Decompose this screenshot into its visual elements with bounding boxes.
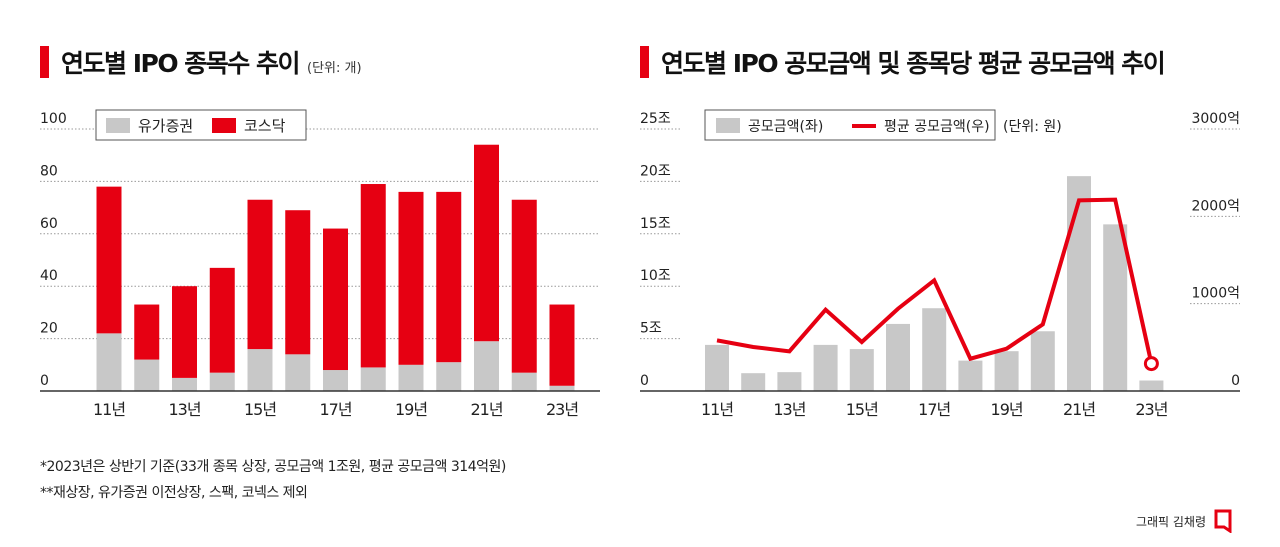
bar-유가증권-12년 — [134, 359, 160, 391]
left-chart-title: 연도별 IPO 종목수 추이 (단위: 개) — [40, 44, 362, 80]
bar-유가증권-23년 — [549, 385, 575, 391]
x-tick-label: 21년 — [470, 400, 502, 419]
bar-코스닥-13년 — [172, 286, 197, 378]
y-right-tick-label: 1000억 — [1191, 286, 1240, 302]
x-tick-label: 13년 — [168, 400, 200, 419]
right-chart-title: 연도별 IPO 공모금액 및 종목당 평균 공모금액 추이 — [640, 44, 1166, 80]
bar-18년 — [958, 360, 983, 391]
y-tick-label: 100 — [40, 111, 67, 127]
y-tick-label: 60 — [40, 216, 58, 232]
bar-14년 — [813, 344, 838, 391]
x-tick-label: 15년 — [244, 400, 276, 419]
title-accent — [40, 46, 49, 78]
x-tick-label: 19년 — [395, 400, 427, 419]
y-left-tick-label: 20조 — [640, 163, 671, 179]
bar-16년 — [886, 323, 910, 391]
bar-코스닥-15년 — [247, 199, 273, 350]
y-right-tick-label: 2000억 — [1191, 198, 1240, 214]
bar-코스닥-20년 — [436, 191, 462, 363]
bar-코스닥-16년 — [285, 210, 311, 355]
logo-icon — [1214, 509, 1232, 533]
x-tick-label: 21년 — [1063, 400, 1095, 419]
y-left-tick-label: 5조 — [640, 321, 662, 337]
y-tick-label: 80 — [40, 163, 58, 179]
x-tick-label: 11년 — [701, 400, 733, 419]
bar-유가증권-13년 — [172, 377, 197, 391]
bar-코스닥-12년 — [134, 304, 160, 360]
bar-코스닥-19년 — [398, 191, 424, 365]
y-tick-label: 0 — [40, 373, 49, 389]
legend-label: 코스닥 — [244, 117, 286, 135]
y-left-tick-label: 15조 — [640, 216, 671, 232]
bar-19년 — [994, 351, 1019, 391]
bar-22년 — [1103, 224, 1128, 391]
bar-유가증권-19년 — [398, 364, 424, 391]
bar-유가증권-22년 — [511, 372, 537, 391]
bar-23년 — [1139, 380, 1164, 391]
bar-17년 — [922, 308, 947, 391]
bar-유가증권-14년 — [209, 372, 235, 391]
bar-11년 — [705, 344, 729, 391]
bar-유가증권-20년 — [436, 362, 462, 391]
x-tick-label: 23년 — [546, 400, 578, 419]
credit: 그래픽 김채령 — [1136, 509, 1232, 533]
legend-swatch — [212, 118, 236, 133]
x-tick-label: 11년 — [93, 400, 125, 419]
y-left-tick-label: 25조 — [640, 111, 671, 127]
x-tick-label: 23년 — [1135, 400, 1167, 419]
y-left-tick-label: 0 — [640, 373, 649, 389]
legend-label: 유가증권 — [138, 117, 193, 135]
unit-label: (단위: 개) — [307, 61, 362, 76]
bar-유가증권-17년 — [323, 370, 348, 391]
bar-코스닥-23년 — [549, 304, 575, 386]
legend-label: 공모금액(좌) — [748, 119, 823, 135]
title-text: 연도별 IPO 공모금액 및 종목당 평균 공모금액 추이 — [661, 49, 1166, 78]
bar-코스닥-18년 — [360, 184, 386, 368]
x-tick-label: 17년 — [918, 400, 950, 419]
bar-유가증권-11년 — [96, 333, 122, 391]
x-tick-label: 17년 — [319, 400, 351, 419]
bar-20년 — [1030, 331, 1055, 391]
title-accent — [640, 46, 649, 78]
bar-15년 — [849, 349, 874, 391]
legend-label: 평균 공모금액(우) — [884, 119, 990, 135]
y-left-tick-label: 10조 — [640, 268, 671, 284]
y-right-tick-label: 3000억 — [1191, 111, 1240, 127]
y-tick-label: 20 — [40, 321, 58, 337]
legend-box — [704, 109, 996, 141]
bar-유가증권-16년 — [285, 354, 311, 391]
bar-코스닥-11년 — [96, 186, 122, 334]
legend-swatch-bar — [716, 118, 740, 133]
bar-코스닥-22년 — [511, 199, 537, 373]
x-tick-label: 15년 — [846, 400, 878, 419]
legend-box — [95, 109, 307, 141]
y-tick-label: 40 — [40, 268, 58, 284]
footnote-1: *2023년은 상반기 기준(33개 종목 상장, 공모금액 1조원, 평균 공… — [40, 459, 506, 475]
bar-코스닥-17년 — [323, 228, 348, 371]
bar-코스닥-14년 — [209, 267, 235, 373]
legend-swatch — [106, 118, 130, 133]
bar-12년 — [741, 373, 766, 391]
x-tick-label: 19년 — [991, 400, 1023, 419]
bar-유가증권-21년 — [474, 341, 499, 391]
bar-21년 — [1067, 176, 1091, 391]
x-tick-label: 13년 — [773, 400, 805, 419]
line-point-23년 — [1143, 356, 1159, 372]
y-right-tick-label: 0 — [1231, 373, 1240, 389]
bar-코스닥-21년 — [474, 144, 499, 342]
bar-13년 — [777, 372, 802, 391]
unit-label: (단위: 원) — [1003, 119, 1062, 135]
bar-유가증권-15년 — [247, 349, 273, 391]
bar-유가증권-18년 — [360, 367, 386, 391]
credit-text: 그래픽 김채령 — [1135, 514, 1206, 529]
title-text: 연도별 IPO 종목수 추이 — [61, 49, 301, 78]
footnote-2: **재상장, 유가증권 이전상장, 스팩, 코넥스 제외 — [40, 485, 308, 501]
